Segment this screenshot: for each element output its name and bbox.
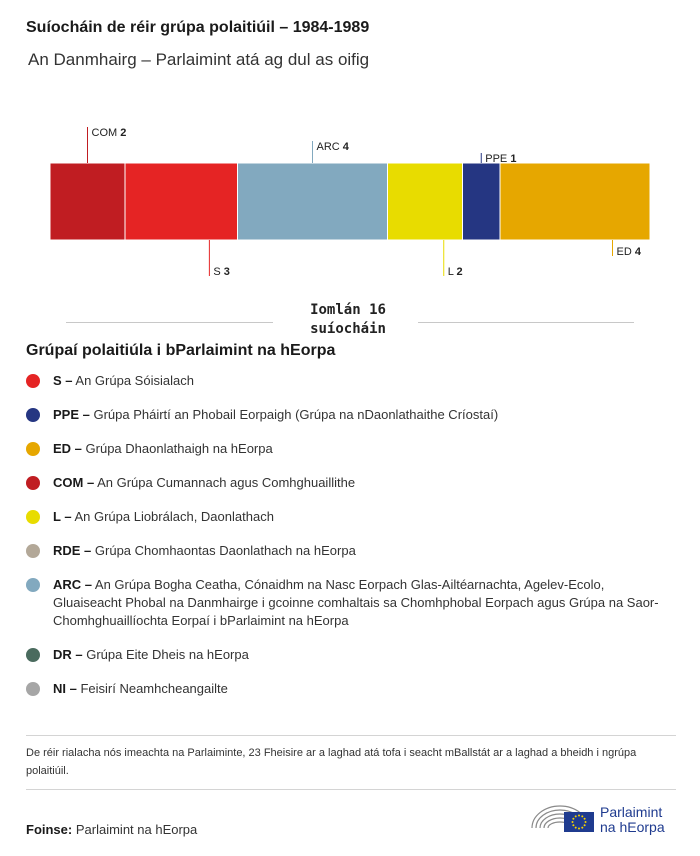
bar-segment-s [124,162,238,241]
legend-heading: Grúpaí polaitiúla i bParlaimint na hEorp… [26,342,336,359]
legend-code: NI – [53,681,77,696]
total-seats-line1: Iomlán 16 [310,302,386,318]
legend-swatch-icon [26,408,40,422]
legend-text: An Grúpa Liobrálach, Daonlathach [71,509,274,524]
total-seats-label: Iomlán 16 suíocháin [278,301,418,339]
legend-code: COM – [53,475,95,490]
bar-segment-com [49,162,126,241]
footnote: De réir rialacha nós imeachta na Parlaim… [26,747,637,777]
legend-swatch-icon [26,544,40,558]
bar-segment-l [387,162,463,241]
legend-item: RDE – Grúpa Chomhaontas Daonlathach na h… [26,542,666,560]
legend-list: S – An Grúpa Sóisialach PPE – Grúpa Pháir… [26,372,666,714]
seat-bar-chart: COM 2 S 3 ARC 4 L 2 PPE 1 ED 4 [49,127,651,278]
logo-line1: Parlaimint [600,804,663,820]
eu-flag-icon [564,812,594,832]
legend-item: DR – Grúpa Eite Dheis na hEorpa [26,646,666,664]
bar-segment-ed [499,162,651,241]
bar-label-arc: ARC 4 [317,141,350,153]
bar-segment-ppe [462,162,501,241]
legend-text: Grúpa Chomhaontas Daonlathach na hEorpa [91,543,356,558]
legend-text: Feisirí Neamhcheangailte [76,681,228,696]
legend-item: NI – Feisirí Neamhcheangailte [26,680,666,698]
european-parliament-logo: Parlaimint na hEorpa [528,796,688,840]
legend-code: L – [53,509,72,524]
note-divider-top [26,735,676,736]
legend-text: Grúpa Pháirtí an Phobail Eorpaigh (Grúpa… [89,407,499,422]
note-divider-bottom [26,789,676,790]
legend-swatch-icon [26,374,40,388]
total-divider-left [66,322,273,323]
total-divider-right [418,322,634,323]
legend-code: RDE – [53,543,92,558]
chart-subtitle: An Danmhairg – Parlaimint atá ag dul as … [28,50,370,69]
bar-label-ed: ED 4 [617,246,642,258]
source-text: Parlaimint na hEorpa [75,822,198,837]
chart-title: Suíocháin de réir grúpa polaitiúil – 198… [26,19,370,36]
legend-item: ARC – An Grúpa Bogha Ceatha, Cónaidhm na… [26,576,666,630]
legend-code: DR – [53,647,83,662]
legend-item: PPE – Grúpa Pháirtí an Phobail Eorpaigh … [26,406,666,424]
legend-swatch-icon [26,648,40,662]
legend-code: ED – [53,441,82,456]
logo-line2: na hEorpa [600,819,665,835]
legend-item: L – An Grúpa Liobrálach, Daonlathach [26,508,666,526]
legend-text: An Grúpa Cumannach agus Comhghuaillithe [94,475,356,490]
legend-text: An Grúpa Sóisialach [72,373,194,388]
legend-swatch-icon [26,476,40,490]
legend-item: COM – An Grúpa Cumannach agus Comhghuail… [26,474,666,492]
legend-item: S – An Grúpa Sóisialach [26,372,666,390]
legend-code: S – [53,373,73,388]
legend-swatch-icon [26,682,40,696]
legend-swatch-icon [26,578,40,592]
legend-code: ARC – [53,577,93,592]
legend-text: Grúpa Dhaonlathaigh na hEorpa [81,441,273,456]
source-label: Foinse: [26,822,73,837]
legend-swatch-icon [26,442,40,456]
legend-text: An Grúpa Bogha Ceatha, Cónaidhm na Nasc … [53,577,659,628]
logo-wordmark: Parlaimint na hEorpa [600,805,665,835]
bar-label-com: COM 2 [92,127,127,139]
legend-code: PPE – [53,407,90,422]
bar-label-l: L 2 [448,266,463,278]
legend-swatch-icon [26,510,40,524]
bar-segment-arc [237,162,388,241]
legend-item: ED – Grúpa Dhaonlathaigh na hEorpa [26,440,666,458]
bar-label-s: S 3 [213,266,230,278]
legend-text: Grúpa Eite Dheis na hEorpa [82,647,249,662]
total-seats-line2: suíocháin [310,321,386,337]
source-line: Foinse: Parlaimint na hEorpa [26,822,197,837]
bar-label-ppe: PPE 1 [485,153,516,165]
